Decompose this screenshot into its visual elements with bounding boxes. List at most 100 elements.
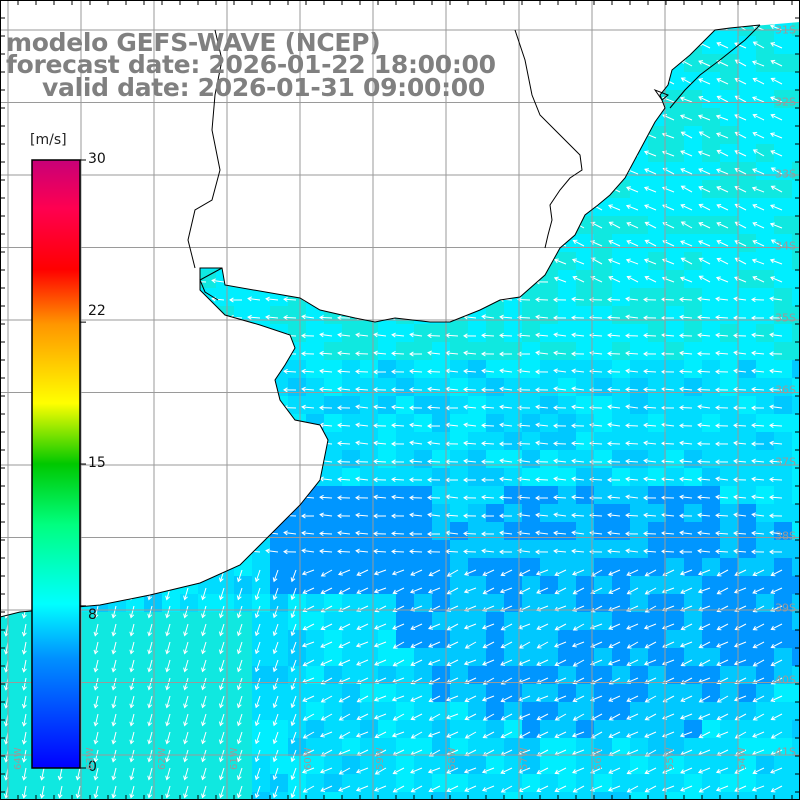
wind-speed-cell <box>666 126 684 144</box>
wind-arrow <box>481 494 495 500</box>
wind-arrow <box>679 333 693 339</box>
wind-arrow <box>517 405 531 411</box>
wind-arrow <box>446 587 459 595</box>
wind-arrow <box>608 713 621 721</box>
lon-label-55w: 55W <box>665 747 676 770</box>
wind-speed-cell <box>738 90 756 108</box>
wind-speed-cell <box>792 792 800 800</box>
wind-speed-cell <box>0 756 18 774</box>
wind-speed-cell <box>486 378 504 396</box>
wind-speed-cell <box>306 324 324 342</box>
wind-arrow <box>679 296 693 302</box>
wind-arrow <box>93 605 99 619</box>
wind-arrow <box>770 569 783 577</box>
wind-speed-cell <box>522 360 540 378</box>
wind-speed-cell <box>738 684 756 702</box>
wind-speed-cell <box>684 342 702 360</box>
wind-speed-cell <box>792 702 800 720</box>
wind-arrow <box>499 404 513 410</box>
wind-arrow <box>201 731 207 745</box>
wind-arrow <box>301 548 315 554</box>
wind-arrow <box>290 659 297 673</box>
wind-speed-cell <box>504 432 522 450</box>
wind-speed-cell <box>378 468 396 486</box>
wind-arrow <box>554 569 567 577</box>
wind-speed-cell <box>666 414 684 432</box>
wind-speed-cell <box>720 378 738 396</box>
wind-speed-cell <box>720 486 738 504</box>
wind-speed-cell <box>756 504 774 522</box>
wind-speed-cell <box>378 522 396 540</box>
wind-speed-cell <box>576 270 594 288</box>
wind-speed-cell <box>756 576 774 594</box>
wind-arrow <box>733 494 747 500</box>
lon-label-62w: 62W <box>157 747 168 770</box>
wind-speed-cell <box>180 666 198 684</box>
wind-speed-cell <box>396 792 414 800</box>
wind-speed-cell <box>540 558 558 576</box>
wind-speed-cell <box>468 396 486 414</box>
wind-arrow <box>716 641 729 648</box>
wind-arrow <box>290 605 297 619</box>
wind-speed-cell <box>486 756 504 774</box>
wind-arrow <box>571 641 585 648</box>
wind-arrow <box>572 713 585 721</box>
wind-arrow <box>571 296 585 302</box>
wind-speed-cell <box>774 522 792 540</box>
wind-speed-cell <box>666 504 684 522</box>
wind-arrow <box>716 186 729 193</box>
wind-speed-cell <box>90 630 108 648</box>
wind-arrow <box>733 530 747 536</box>
wind-arrow <box>643 404 657 410</box>
wind-arrow <box>356 659 369 666</box>
wind-speed-cell <box>792 396 800 414</box>
wind-speed-cell <box>360 378 378 396</box>
wind-speed-cell <box>720 72 738 90</box>
wind-speed-cell <box>540 612 558 630</box>
wind-speed-cell <box>360 792 378 800</box>
wind-speed-cell <box>756 90 774 108</box>
wind-speed-cell <box>774 36 792 54</box>
wind-arrow <box>355 476 369 482</box>
wind-arrow <box>553 368 567 374</box>
wind-speed-cell <box>738 306 756 324</box>
wind-speed-cell <box>720 162 738 180</box>
wind-speed-cell <box>288 684 306 702</box>
wind-speed-cell <box>324 756 342 774</box>
wind-arrow <box>626 222 639 229</box>
wind-arrow <box>373 423 387 429</box>
wind-arrow <box>751 458 765 464</box>
wind-speed-cell <box>684 216 702 234</box>
wind-speed-cell <box>126 648 144 666</box>
wind-speed-cell <box>432 432 450 450</box>
wind-speed-cell <box>486 306 504 324</box>
wind-speed-cell <box>792 522 800 540</box>
wind-speed-cell <box>126 774 144 792</box>
wind-speed-cell <box>90 666 108 684</box>
wind-speed-cell <box>432 360 450 378</box>
wind-speed-cell <box>216 720 234 738</box>
wind-arrow <box>499 458 513 464</box>
wind-speed-cell <box>486 504 504 522</box>
wind-speed-cell <box>450 324 468 342</box>
wind-arrow <box>147 713 153 727</box>
wind-speed-cell <box>414 414 432 432</box>
wind-speed-cell <box>684 504 702 522</box>
wind-arrow <box>463 333 477 339</box>
wind-arrow <box>517 530 531 536</box>
wind-speed-cell <box>594 306 612 324</box>
wind-arrow <box>499 333 513 339</box>
wind-speed-cell <box>738 216 756 234</box>
wind-arrow <box>320 623 333 631</box>
wind-speed-cell <box>396 414 414 432</box>
wind-arrow <box>571 458 585 464</box>
wind-arrow <box>481 387 495 393</box>
wind-arrow <box>769 440 783 446</box>
wind-speed-cell <box>360 720 378 738</box>
wind-arrow <box>553 386 567 392</box>
wind-speed-cell <box>342 594 360 612</box>
wind-arrow <box>698 623 711 631</box>
wind-arrow <box>392 587 405 595</box>
wind-arrow <box>751 332 765 338</box>
wind-speed-cell <box>378 792 396 800</box>
